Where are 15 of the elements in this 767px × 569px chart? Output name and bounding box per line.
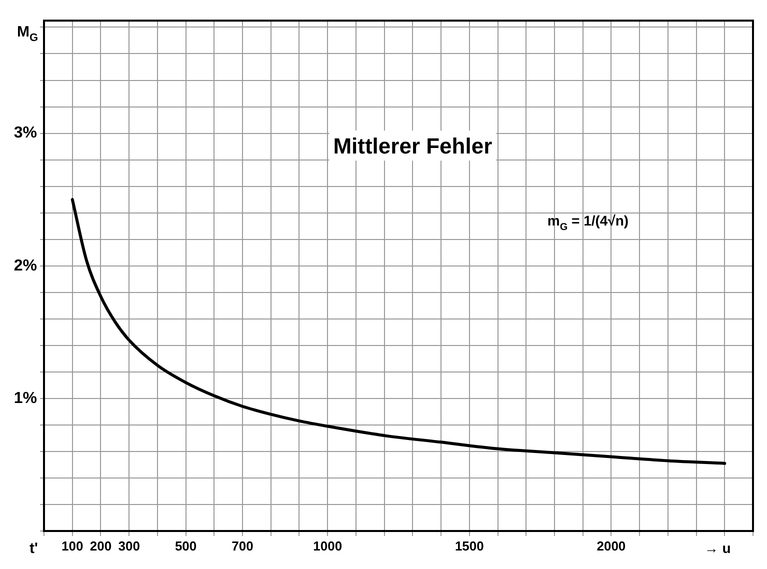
- line-series: [70, 198, 726, 465]
- x-tick-label: 700: [232, 538, 254, 554]
- x-tick-label: 2000: [596, 538, 626, 554]
- x-tick-label: 1500: [454, 538, 484, 554]
- x-axis-title: → u: [704, 540, 731, 556]
- x-tick-label: 500: [174, 538, 197, 554]
- x-tick-label: 100: [62, 538, 84, 554]
- text: t': [29, 540, 38, 557]
- y-tick-label: 1%: [14, 390, 37, 407]
- x-tick-label: 300: [118, 538, 140, 554]
- text: Mittlerer Fehler: [333, 134, 493, 159]
- y-tick-label: 2%: [14, 257, 37, 274]
- x-tick-label: 1000: [313, 538, 342, 554]
- y-tick-label: 3%: [14, 124, 37, 142]
- x-tick-label: 200: [90, 538, 112, 554]
